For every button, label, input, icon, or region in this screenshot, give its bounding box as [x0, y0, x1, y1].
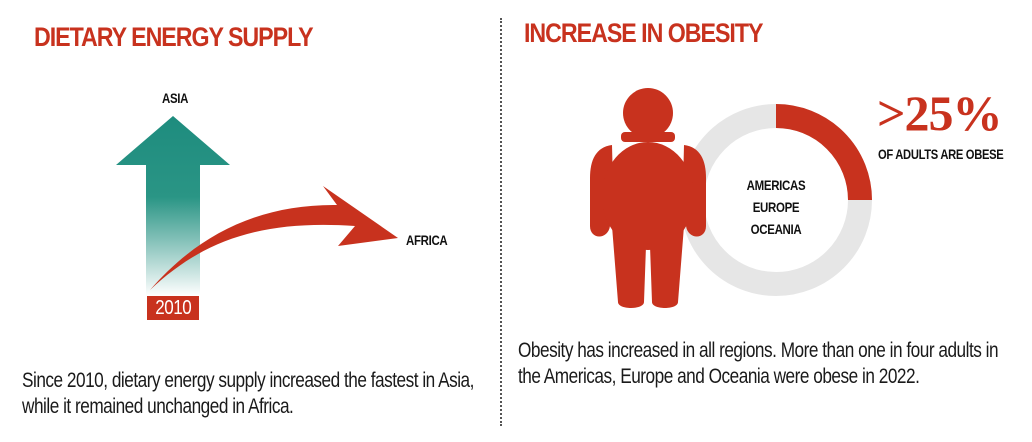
dietary-energy-description: Since 2010, dietary energy supply increa…: [22, 369, 474, 418]
person-silhouette-icon: [590, 88, 706, 308]
panel-divider: [500, 18, 502, 426]
africa-curved-arrow-icon: [150, 186, 398, 290]
obesity-donut-segment: [775, 104, 872, 201]
obesity-stat-caption: OF ADULTS ARE OBESE: [878, 146, 1004, 162]
region-americas: AMERICAS: [746, 177, 806, 193]
dietary-energy-title: DIETARY ENERGY SUPPLY: [34, 22, 314, 52]
region-list: AMERICAS EUROPE OCEANIA: [716, 174, 836, 240]
year-badge-text: 2010: [154, 297, 192, 319]
africa-label: AFRICA: [406, 232, 448, 248]
region-europe: EUROPE: [752, 199, 800, 215]
obesity-description: Obesity has increased in all regions. Mo…: [518, 339, 999, 388]
obesity-stat-value: >25%: [877, 85, 1002, 141]
asia-label: ASIA: [162, 90, 189, 106]
year-badge: 2010: [147, 296, 199, 320]
region-oceania: OCEANIA: [750, 221, 802, 237]
asia-up-arrow-icon: [116, 116, 230, 296]
obesity-title: INCREASE IN OBESITY: [524, 18, 763, 48]
